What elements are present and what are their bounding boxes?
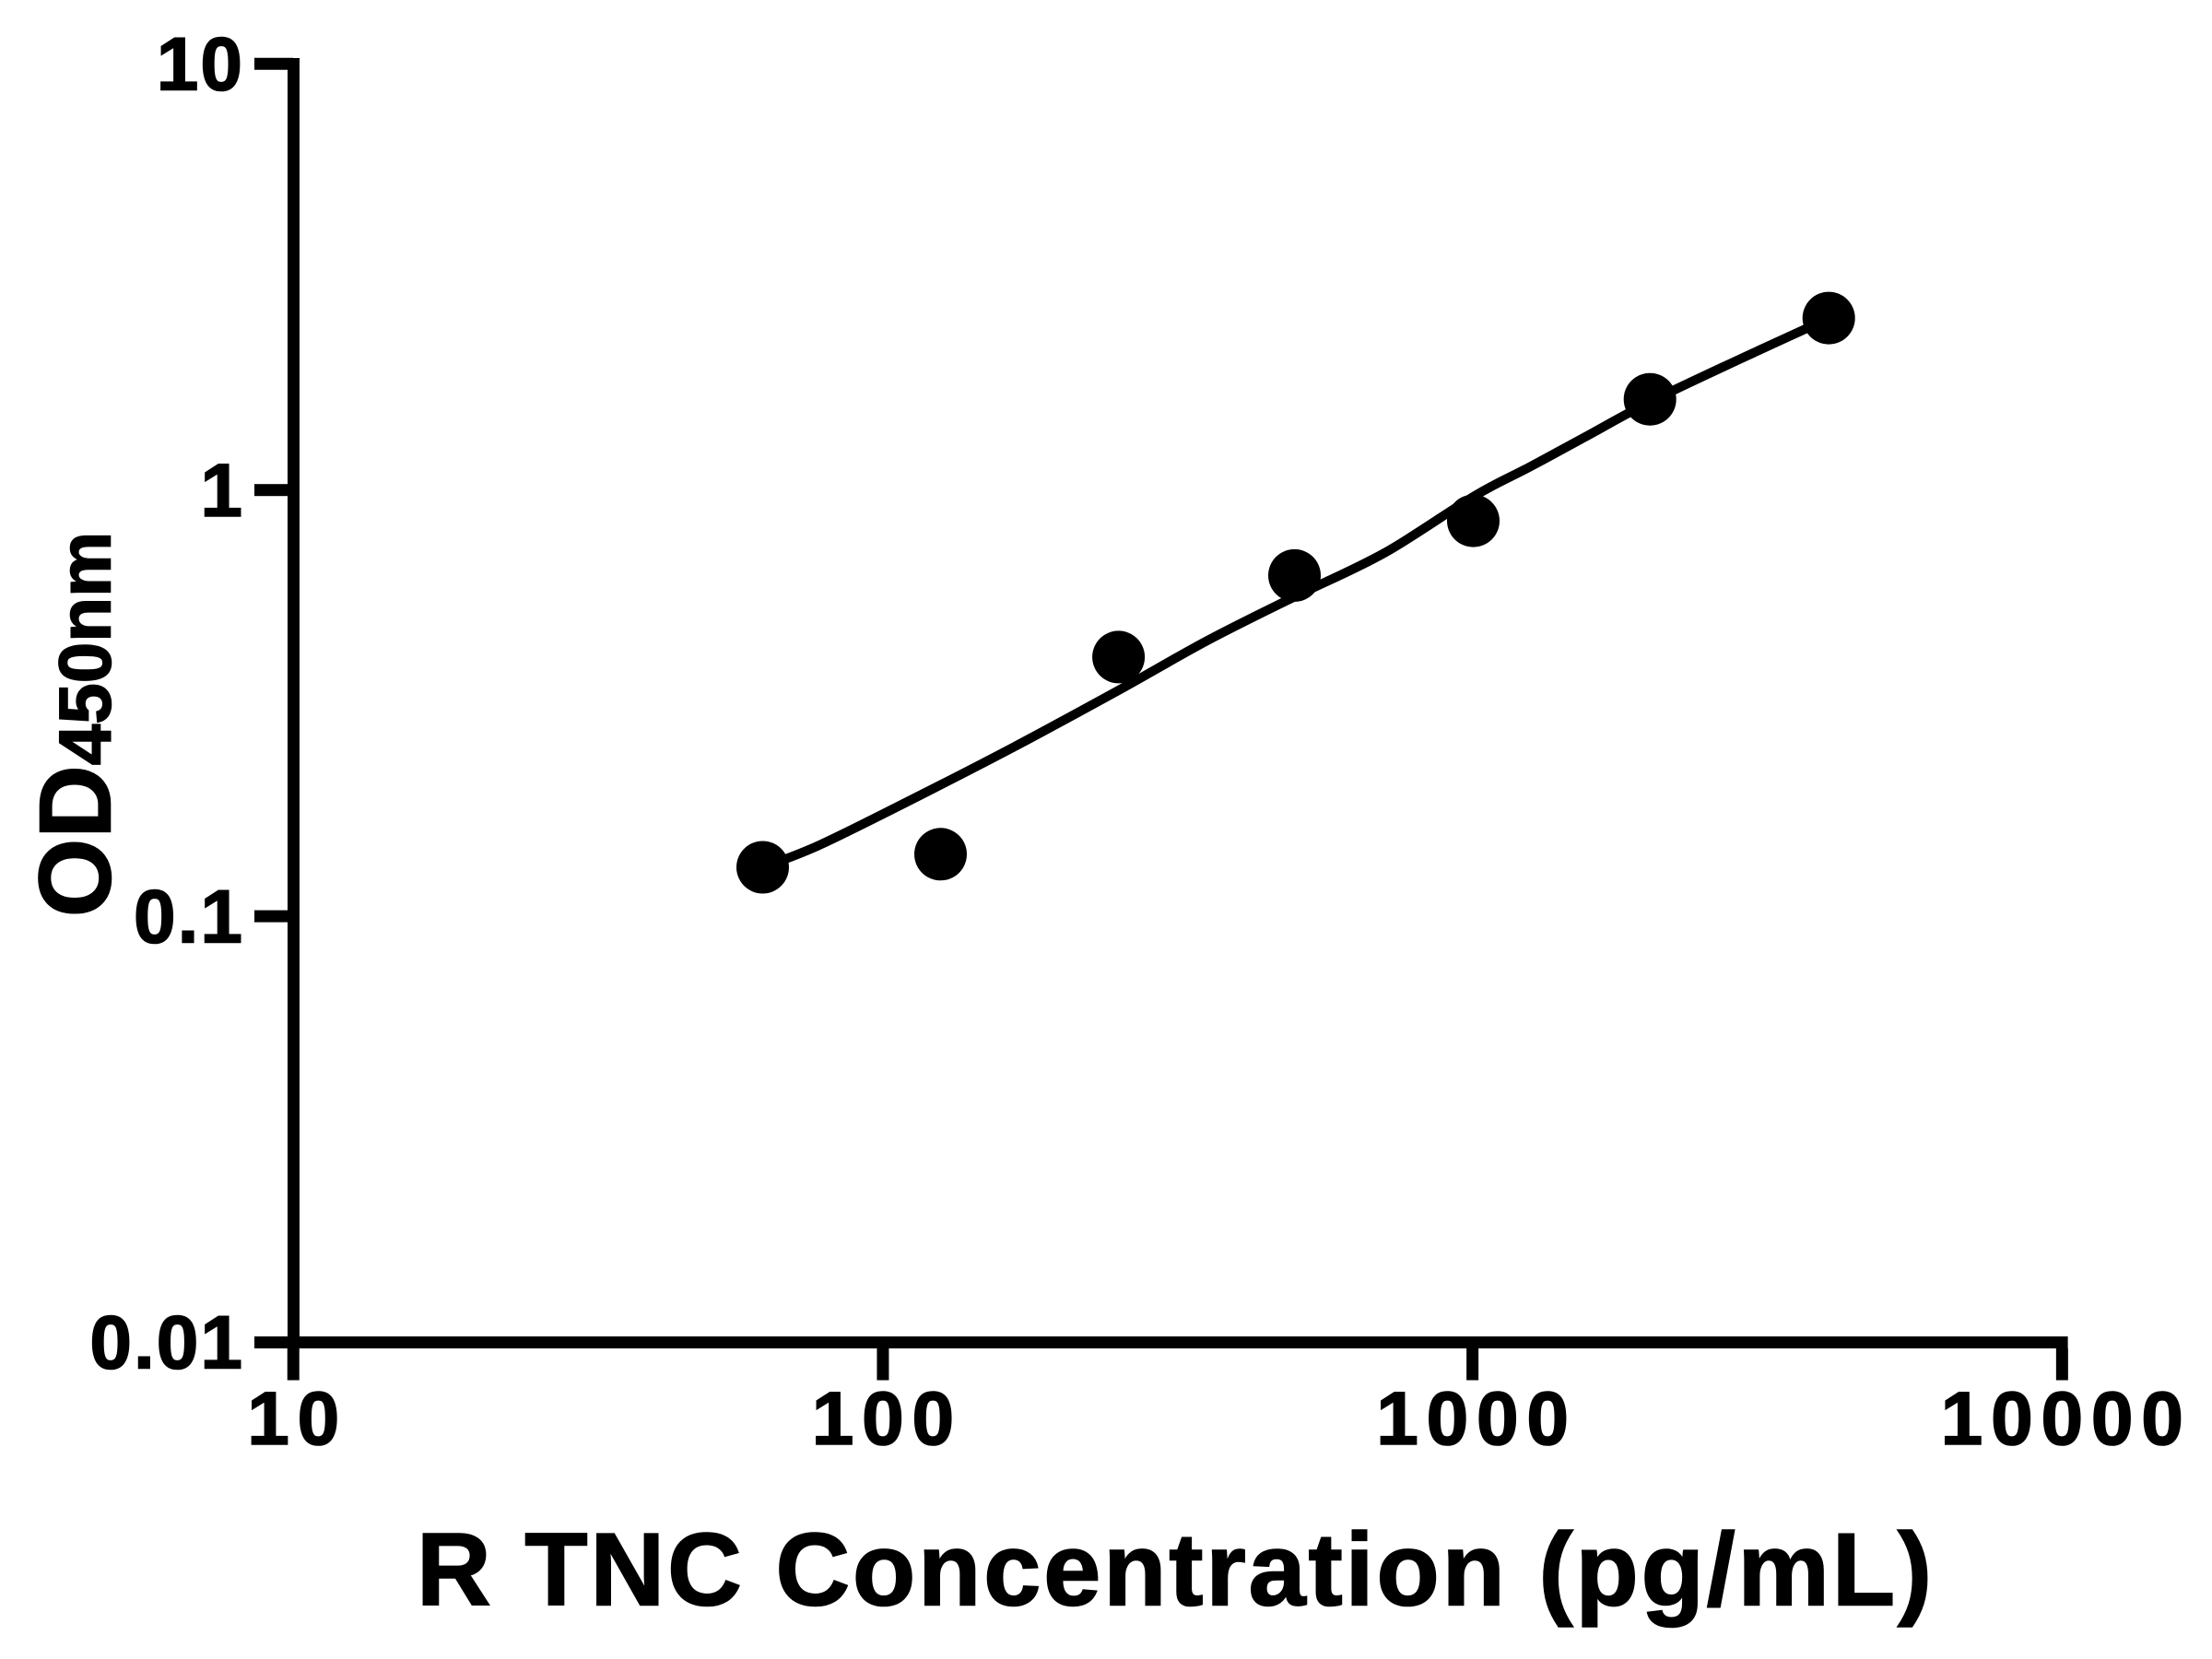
svg-text:R TNC Concentration (pg/mL): R TNC Concentration (pg/mL) (417, 1512, 1935, 1627)
svg-text:10000: 10000 (1941, 1377, 2192, 1461)
svg-text:0.1: 0.1 (134, 875, 244, 959)
svg-text:OD450nm: OD450nm (18, 532, 132, 917)
svg-text:10: 10 (157, 23, 244, 107)
svg-text:1000: 1000 (1376, 1377, 1577, 1461)
svg-text:100: 100 (812, 1377, 962, 1461)
svg-text:0.01: 0.01 (89, 1301, 244, 1385)
svg-text:1: 1 (200, 449, 244, 533)
svg-text:10: 10 (247, 1377, 347, 1461)
